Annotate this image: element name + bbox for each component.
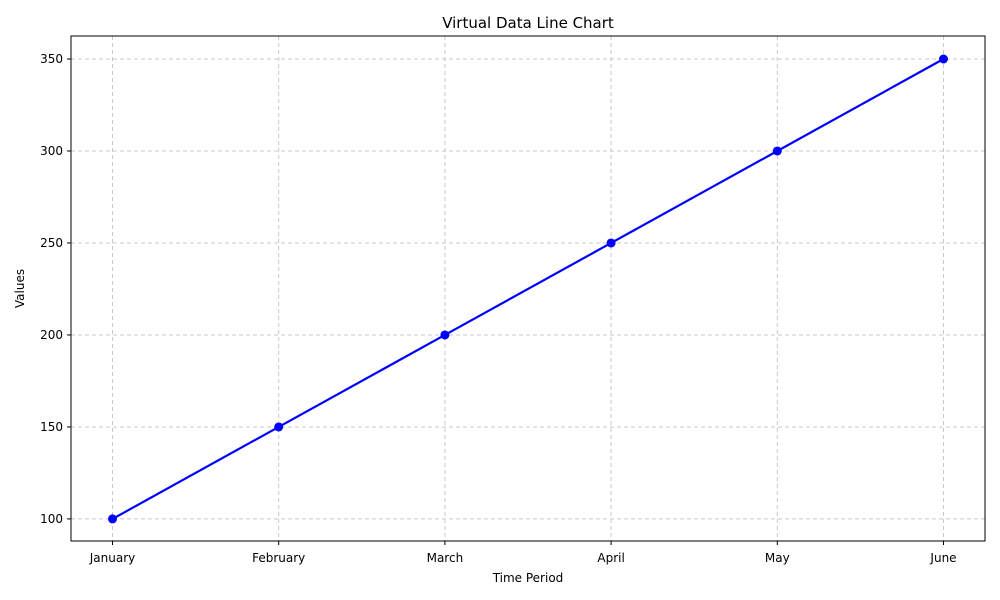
x-tick-label: June [929, 551, 956, 565]
y-tick-label: 200 [40, 328, 63, 342]
y-tick-label: 150 [40, 420, 63, 434]
chart-title: Virtual Data Line Chart [442, 14, 614, 32]
data-point [606, 238, 616, 248]
series-line [111, 58, 945, 520]
y-axis-label: Values [13, 269, 27, 308]
data-point [440, 330, 450, 340]
x-tick-label: February [252, 551, 305, 565]
y-tick-label: 350 [40, 52, 63, 66]
x-tick-label: January [89, 551, 136, 565]
x-axis-label: Time Period [492, 571, 564, 585]
x-axis: January February March April May June [89, 541, 957, 565]
data-point [108, 514, 117, 524]
series-layer [108, 54, 948, 524]
x-tick-label: March [427, 551, 464, 565]
y-axis: 100 150 200 250 300 350 [40, 52, 71, 526]
y-tick-label: 100 [40, 512, 63, 526]
grid [71, 36, 985, 541]
data-point [939, 54, 948, 64]
x-tick-label: May [765, 551, 790, 565]
data-point [772, 146, 782, 156]
y-tick-label: 250 [40, 236, 63, 250]
y-tick-label: 300 [40, 144, 63, 158]
x-tick-label: April [597, 551, 624, 565]
data-point [274, 422, 284, 432]
plot-frame [70, 35, 986, 542]
